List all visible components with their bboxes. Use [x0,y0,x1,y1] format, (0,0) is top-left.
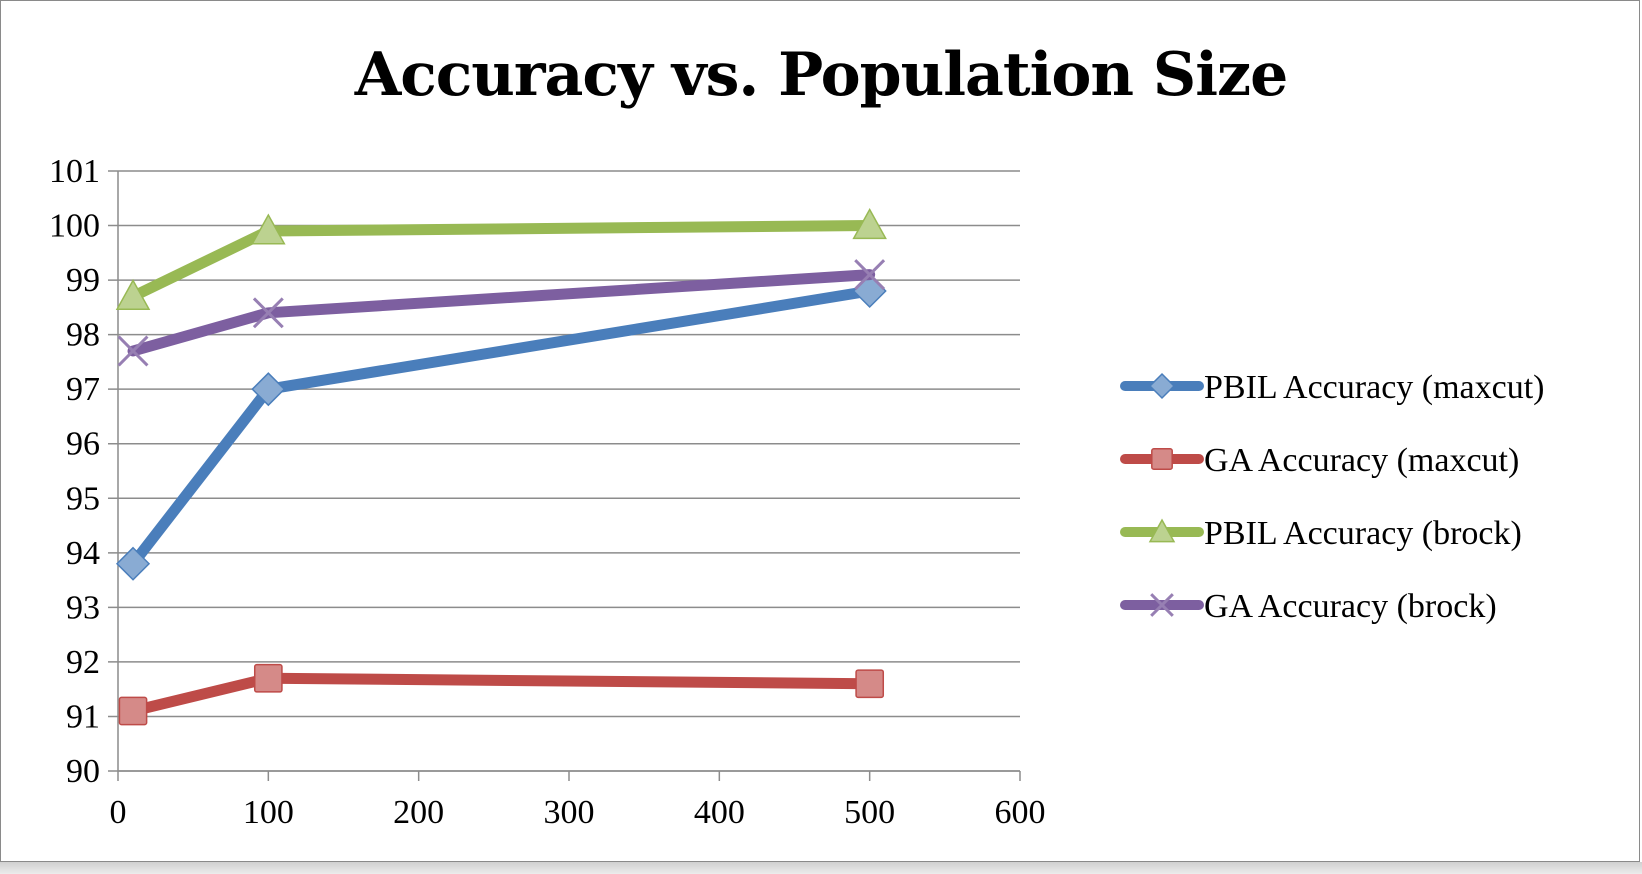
data-point-triangle [1148,518,1176,543]
data-point-diamond [1148,372,1176,400]
chart-title: Accuracy vs. Population Size [354,40,1289,110]
axes [117,171,1021,781]
x-stroke [117,335,149,367]
window-bottom-bar [0,862,1642,874]
data-point-square [1151,448,1173,470]
y-tick-label: 92 [66,644,100,681]
legend-item-3: GA Accuracy (brock) [1120,588,1497,625]
data-point-square [118,696,148,726]
y-tick-label: 98 [66,317,100,354]
data-point-x [252,297,284,329]
series-2 [115,208,887,311]
data-point-x [854,259,886,291]
legend-item-1: GA Accuracy (maxcut) [1120,442,1519,479]
series-3 [117,259,886,367]
legend-label: GA Accuracy (maxcut) [1204,442,1519,479]
series-1 [118,663,885,726]
x-tick-label: 500 [844,794,895,831]
legend-label: PBIL Accuracy (brock) [1204,515,1522,552]
x-tick-label: 200 [393,794,444,831]
y-tick-label: 91 [66,698,100,735]
data-point-square [855,669,885,699]
data-point-triangle [251,213,286,245]
legend-item-2: PBIL Accuracy (brock) [1120,515,1522,552]
y-tick-label: 101 [49,153,100,190]
legend: PBIL Accuracy (maxcut) GA Accuracy (maxcu… [1120,369,1545,625]
x-tick-label: 0 [110,794,127,831]
y-tick-label: 94 [66,535,100,572]
x-tick-label: 100 [243,794,294,831]
y-tick-label: 90 [66,753,100,790]
data-point-x [117,335,149,367]
y-tick-label: 95 [66,480,100,517]
x-stroke [252,297,284,329]
x-stroke [1150,593,1174,617]
series-lines [115,208,887,726]
legend-label: GA Accuracy (brock) [1204,588,1497,625]
x-stroke [854,259,886,291]
legend-label: PBIL Accuracy (maxcut) [1204,369,1545,406]
data-point-square [253,663,283,693]
series-line [127,672,876,717]
y-tick-label: 93 [66,589,100,626]
series-line [127,285,876,570]
y-tick-label: 100 [49,208,100,245]
x-tick-label: 300 [544,794,595,831]
data-point-diamond [115,546,151,581]
data-point-triangle [115,278,151,311]
data-point-x [1150,593,1174,617]
y-tick-label: 99 [66,262,100,299]
x-tick-label: 600 [995,794,1046,831]
tick-labels: 90 91 92 93 94 95 96 97 98 99 100 101 0 100 200 300 400 5… [49,153,1046,831]
x-tick-label: 400 [694,794,745,831]
y-tick-label: 96 [66,426,100,463]
data-point-diamond [251,372,286,407]
legend-item-0: PBIL Accuracy (maxcut) [1120,369,1545,406]
y-tick-label: 97 [66,371,100,408]
data-point-triangle [852,208,887,240]
